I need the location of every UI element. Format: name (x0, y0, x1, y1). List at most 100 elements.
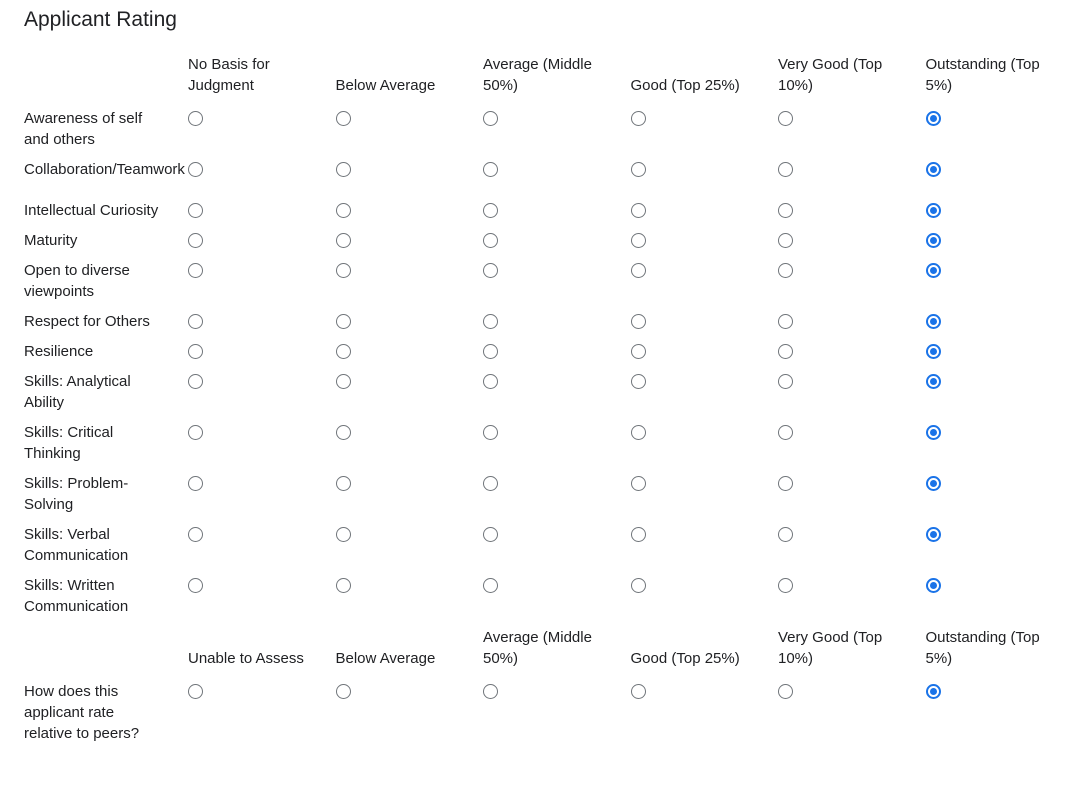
radio-button[interactable] (925, 527, 941, 542)
radio-button[interactable] (335, 314, 351, 329)
radio-button[interactable] (188, 476, 203, 491)
radio-button[interactable] (925, 162, 941, 177)
radio-button[interactable] (483, 527, 498, 542)
radio-button[interactable] (925, 233, 941, 248)
radio-button[interactable] (778, 344, 793, 359)
radio-button[interactable] (778, 476, 793, 491)
radio-button[interactable] (630, 111, 646, 126)
radio-button[interactable] (778, 314, 793, 329)
radio-button[interactable] (335, 684, 351, 699)
row-label: Skills: Verbal Communication (24, 526, 129, 564)
radio-cell (925, 371, 1074, 389)
radio-button[interactable] (335, 527, 351, 542)
radio-button[interactable] (188, 374, 203, 389)
column-header-good: Good (Top 25%) (630, 650, 740, 667)
radio-button[interactable] (335, 344, 351, 359)
radio-button[interactable] (188, 263, 203, 278)
radio-button[interactable] (925, 111, 941, 126)
rating-row-collaboration: Collaboration/Teamwork (24, 159, 1080, 180)
rating-row-verbal-communication: Skills: Verbal Communication (24, 524, 1080, 566)
radio-cell (630, 681, 779, 699)
radio-button[interactable] (483, 344, 498, 359)
radio-button[interactable] (925, 578, 941, 593)
radio-cell (188, 341, 336, 359)
row-label: Respect for Others (24, 313, 150, 330)
radio-button[interactable] (188, 162, 203, 177)
radio-button[interactable] (778, 233, 793, 248)
radio-button[interactable] (925, 684, 941, 699)
radio-cell (778, 575, 926, 593)
radio-button[interactable] (630, 233, 646, 248)
radio-button[interactable] (483, 203, 498, 218)
radio-button[interactable] (483, 684, 498, 699)
radio-button[interactable] (630, 425, 646, 440)
radio-button[interactable] (483, 374, 498, 389)
radio-cell (483, 371, 631, 389)
radio-cell (483, 681, 631, 699)
radio-button[interactable] (188, 527, 203, 542)
radio-button[interactable] (188, 111, 203, 126)
radio-button[interactable] (925, 344, 941, 359)
radio-button[interactable] (483, 233, 498, 248)
radio-button[interactable] (188, 203, 203, 218)
radio-button[interactable] (630, 684, 646, 699)
radio-button[interactable] (778, 374, 793, 389)
column-header-below-average: Below Average (335, 77, 436, 94)
radio-button[interactable] (630, 314, 646, 329)
radio-cell (778, 200, 926, 218)
radio-button[interactable] (335, 111, 351, 126)
radio-button[interactable] (630, 476, 646, 491)
radio-button[interactable] (483, 162, 498, 177)
radio-button[interactable] (630, 162, 646, 177)
radio-button[interactable] (630, 203, 646, 218)
radio-button[interactable] (925, 263, 941, 278)
rating-grid-header: No Basis for Judgment Below Average Aver… (24, 54, 1080, 96)
radio-button[interactable] (778, 684, 793, 699)
radio-button[interactable] (778, 111, 793, 126)
radio-button[interactable] (335, 203, 351, 218)
radio-button[interactable] (483, 425, 498, 440)
radio-button[interactable] (335, 263, 351, 278)
radio-button[interactable] (483, 476, 498, 491)
rating-row-peer-comparison: How does this applicant rate relative to… (24, 681, 1080, 744)
radio-button[interactable] (188, 578, 203, 593)
radio-cell (335, 371, 484, 389)
row-label: Collaboration/Teamwork (24, 161, 185, 178)
radio-button[interactable] (483, 314, 498, 329)
radio-button[interactable] (778, 425, 793, 440)
radio-button[interactable] (778, 162, 793, 177)
radio-button[interactable] (335, 578, 351, 593)
radio-cell (630, 473, 779, 491)
radio-button[interactable] (630, 263, 646, 278)
radio-button[interactable] (630, 374, 646, 389)
radio-button[interactable] (925, 203, 941, 218)
radio-button[interactable] (483, 578, 498, 593)
radio-button[interactable] (483, 111, 498, 126)
radio-button[interactable] (925, 425, 941, 440)
radio-button[interactable] (335, 233, 351, 248)
radio-button[interactable] (188, 684, 203, 699)
radio-button[interactable] (925, 374, 941, 389)
radio-button[interactable] (188, 314, 203, 329)
radio-button[interactable] (778, 203, 793, 218)
radio-button[interactable] (630, 578, 646, 593)
column-header-unable-to-assess: Unable to Assess (188, 650, 304, 667)
radio-cell (188, 681, 336, 699)
radio-button[interactable] (778, 527, 793, 542)
radio-button[interactable] (925, 314, 941, 329)
radio-button[interactable] (335, 476, 351, 491)
radio-button[interactable] (925, 476, 941, 491)
radio-button[interactable] (483, 263, 498, 278)
radio-cell (483, 311, 631, 329)
radio-button[interactable] (778, 263, 793, 278)
radio-button[interactable] (630, 344, 646, 359)
radio-button[interactable] (188, 344, 203, 359)
radio-button[interactable] (778, 578, 793, 593)
radio-button[interactable] (335, 162, 351, 177)
radio-button[interactable] (335, 425, 351, 440)
radio-button[interactable] (188, 425, 203, 440)
radio-button[interactable] (188, 233, 203, 248)
radio-button[interactable] (335, 374, 351, 389)
rating-row-written-communication: Skills: Written Communication (24, 575, 1080, 617)
radio-button[interactable] (630, 527, 646, 542)
